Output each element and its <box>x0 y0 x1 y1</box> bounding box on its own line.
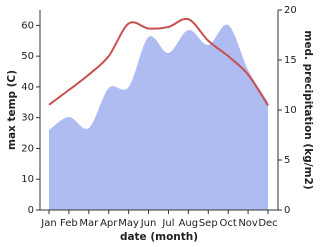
x-tick-label: May <box>118 218 139 229</box>
x-tick-label: Feb <box>60 218 78 229</box>
x-tick-label: Jan <box>40 218 56 229</box>
y2-tick-label: 10 <box>284 105 297 116</box>
y-tick-label: 60 <box>21 20 34 31</box>
x-tick-label: Sep <box>199 218 218 229</box>
y2-tick-label: 20 <box>284 5 297 16</box>
x-axis-title: date (month) <box>120 231 198 243</box>
y2-tick-label: 15 <box>284 55 297 66</box>
x-tick-label: Jul <box>161 218 174 229</box>
y2-axis-title: med. precipitation (kg/m2) <box>302 30 314 189</box>
x-tick-label: Aug <box>179 218 199 229</box>
x-tick-label: Dec <box>258 218 277 229</box>
y-tick-label: 0 <box>28 205 34 216</box>
y2-tick-label: 5 <box>284 155 290 166</box>
y2-tick-label: 0 <box>284 205 290 216</box>
temperature-line <box>48 17 269 106</box>
x-tick-label: Oct <box>220 218 237 229</box>
y-tick-label: 50 <box>21 51 34 62</box>
y-axis-title: max temp (C) <box>6 70 18 150</box>
x-tick-label: Jun <box>140 218 157 229</box>
y-tick-label: 20 <box>21 143 34 154</box>
precipitation-area <box>49 24 268 210</box>
x-tick-label: Mar <box>79 218 99 229</box>
y-tick-label: 30 <box>21 113 34 124</box>
y-tick-label: 40 <box>21 82 34 93</box>
x-tick-label: Apr <box>100 218 118 229</box>
x-tick-label: Nov <box>238 218 258 229</box>
y-tick-label: 10 <box>21 174 34 185</box>
